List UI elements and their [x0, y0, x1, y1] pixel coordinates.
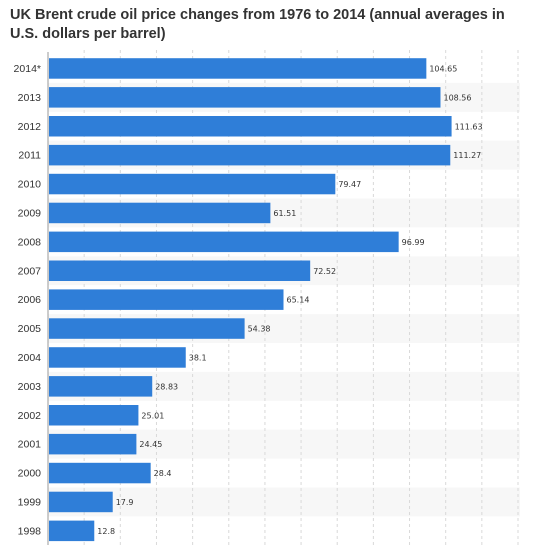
- bars: [49, 58, 452, 542]
- category-labels: 2014* 2013 2012 2011 2010 2009 2008 2007 2006 200…: [14, 63, 42, 537]
- category-label: 1999: [18, 496, 42, 508]
- value-label: 96.99: [402, 238, 425, 247]
- value-label: 111.63: [455, 122, 483, 131]
- category-label: 2010: [18, 179, 42, 191]
- category-label: 2000: [18, 468, 42, 480]
- bar: [49, 405, 139, 426]
- category-label: 2001: [18, 439, 42, 451]
- bar: [49, 202, 271, 224]
- bar: [49, 87, 441, 108]
- value-label: 17.9: [116, 498, 134, 507]
- bar: [49, 260, 311, 281]
- value-label: 72.52: [313, 267, 336, 276]
- category-label: 2011: [18, 150, 41, 162]
- category-label: 2014*: [14, 63, 41, 75]
- bar: [49, 491, 113, 513]
- value-label: 24.45: [139, 440, 162, 449]
- bar: [49, 462, 151, 484]
- bar: [49, 520, 95, 542]
- value-label: 28.4: [154, 469, 172, 478]
- value-label: 65.14: [287, 296, 310, 305]
- bar: [49, 318, 245, 339]
- bar: [49, 173, 336, 195]
- row-stripe: [48, 487, 520, 517]
- bar: [49, 347, 186, 368]
- category-label: 2013: [18, 92, 42, 104]
- value-label: 79.47: [338, 180, 361, 189]
- category-label: 2003: [18, 381, 42, 393]
- category-label: 1998: [18, 525, 42, 537]
- category-label: 2006: [18, 294, 42, 306]
- bar: [49, 58, 427, 79]
- category-label: 2012: [18, 121, 42, 133]
- value-label: 38.1: [189, 353, 207, 362]
- bar: [49, 231, 399, 253]
- bar: [49, 144, 451, 166]
- value-label: 108.56: [443, 93, 471, 102]
- value-label: 111.27: [453, 151, 481, 160]
- value-label: 28.83: [155, 382, 178, 391]
- value-label: 12.8: [97, 527, 115, 536]
- category-label: 2005: [18, 323, 42, 335]
- bar: [49, 376, 153, 397]
- category-label: 2002: [18, 410, 42, 422]
- category-label: 2008: [18, 236, 42, 248]
- value-labels: 104.65 108.56 111.63 111.27 79.47 61.51 96.99 7…: [97, 64, 482, 535]
- bar: [49, 433, 137, 455]
- category-label: 2007: [18, 265, 42, 277]
- value-label: 54.38: [248, 325, 271, 334]
- category-label: 2009: [18, 207, 42, 219]
- value-label: 61.51: [273, 209, 296, 218]
- value-label: 25.01: [141, 411, 164, 420]
- value-label: 104.65: [429, 64, 457, 73]
- chart-title: UK Brent crude oil price changes from 19…: [10, 7, 505, 42]
- bar: [49, 116, 452, 137]
- category-label: 2004: [18, 352, 42, 364]
- bar: [49, 289, 284, 310]
